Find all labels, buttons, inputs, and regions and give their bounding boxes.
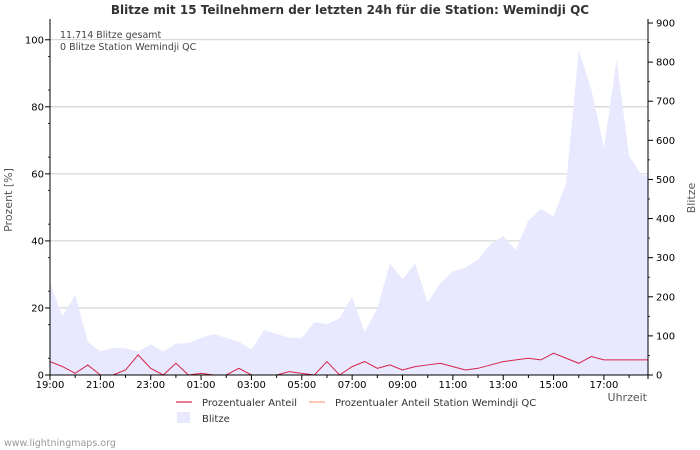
tick-labels: 0 20 40 60 80 100 0 100 200 300 400 500 600 700 800 900… — [25, 19, 675, 392]
y-axis-label-right: Blitze — [685, 183, 698, 214]
x-tick-label-1500: 15:00 — [539, 380, 568, 391]
legend-swatch-blitze — [177, 412, 190, 423]
y-tick-label-right-700: 700 — [656, 97, 675, 108]
annotation-total-strikes: 11.714 Blitze gesamt — [60, 30, 162, 41]
y-tick-label-left-100: 100 — [25, 35, 44, 46]
y-tick-label-right-900: 900 — [656, 19, 675, 30]
y-tick-label-right-600: 600 — [656, 136, 675, 147]
series-blitze-area — [50, 50, 648, 375]
y-tick-label-left-0: 0 — [38, 371, 44, 382]
x-tick-label-0100: 01:00 — [187, 380, 216, 391]
x-tick-label-2100: 21:00 — [86, 380, 115, 391]
legend-label-station: Prozentualer Anteil Station Wemindji QC — [335, 398, 536, 409]
blitze-area-layer — [50, 50, 648, 375]
x-tick-label-2300: 23:00 — [136, 380, 165, 391]
x-tick-label-1900: 19:00 — [36, 380, 65, 391]
x-axis-label: Uhrzeit — [608, 391, 648, 404]
series-percent-line — [49, 352, 648, 376]
y-tick-label-left-20: 20 — [31, 303, 44, 314]
y-tick-label-right-800: 800 — [656, 58, 675, 69]
x-tick-label-1300: 13:00 — [489, 380, 518, 391]
y-tick-label-right-200: 200 — [656, 292, 675, 303]
legend-label-blitze: Blitze — [202, 414, 230, 425]
legend-label-percent: Prozentualer Anteil — [202, 398, 297, 409]
x-tick-label-1700: 17:00 — [590, 380, 619, 391]
y-tick-label-right-300: 300 — [656, 253, 675, 264]
y-tick-label-right-400: 400 — [656, 214, 675, 225]
y-tick-label-right-100: 100 — [656, 331, 675, 342]
chart-title: Blitze mit 15 Teilnehmern der letzten 24… — [111, 3, 589, 17]
x-tick-label-0500: 05:00 — [287, 380, 316, 391]
y-tick-label-right-0: 0 — [656, 371, 662, 382]
legend: Prozentualer Anteil Prozentualer Anteil … — [176, 398, 536, 425]
x-tick-label-1100: 11:00 — [438, 380, 467, 391]
y-tick-label-left-40: 40 — [31, 236, 44, 247]
y-tick-label-left-80: 80 — [31, 102, 44, 113]
x-tick-label-0900: 09:00 — [388, 380, 417, 391]
site-credit: www.lightningmaps.org — [4, 438, 116, 449]
y-tick-label-right-500: 500 — [656, 175, 675, 186]
axes — [45, 19, 653, 380]
y-axis-label-left: Prozent [%] — [2, 168, 15, 232]
annotation-station-strikes: 0 Blitze Station Wemindji QC — [60, 42, 197, 53]
x-tick-label-0700: 07:00 — [338, 380, 367, 391]
x-tick-label-0300: 03:00 — [237, 380, 266, 391]
y-tick-label-left-60: 60 — [31, 169, 44, 180]
